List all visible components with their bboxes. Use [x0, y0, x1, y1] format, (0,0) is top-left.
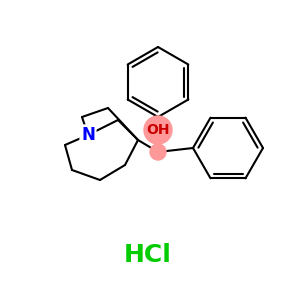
- Circle shape: [144, 116, 172, 144]
- Text: OH: OH: [146, 123, 170, 137]
- Circle shape: [150, 144, 166, 160]
- Text: HCl: HCl: [124, 243, 172, 267]
- Text: N: N: [81, 126, 95, 144]
